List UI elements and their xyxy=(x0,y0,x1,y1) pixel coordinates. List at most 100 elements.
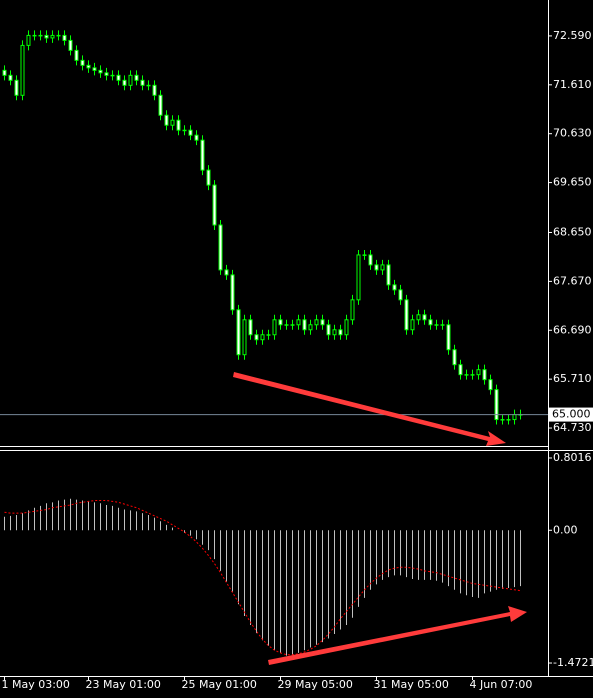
candle-body xyxy=(464,374,469,376)
candle-body xyxy=(416,314,421,321)
x-tick-label: 31 May 05:00 xyxy=(374,678,449,691)
candle-body xyxy=(80,59,85,66)
candle-body xyxy=(218,224,223,271)
candle-body xyxy=(452,349,457,366)
candle-body xyxy=(332,329,337,336)
y-tick-label: 0.00 xyxy=(553,523,578,536)
candle-body xyxy=(56,34,61,37)
candle-body xyxy=(440,324,445,326)
candle-body xyxy=(140,79,145,86)
candle-body xyxy=(482,369,487,381)
y-tick-label: 0.8016 xyxy=(553,451,592,464)
candle-body xyxy=(188,129,193,136)
candle-body xyxy=(44,34,49,39)
candle-body xyxy=(404,299,409,331)
candle-body xyxy=(266,334,271,336)
candle-body xyxy=(278,319,283,326)
candle-body xyxy=(2,69,7,76)
candle-body xyxy=(344,319,349,336)
candle-body xyxy=(20,44,25,96)
x-tick-label: 4 Jun 07:00 xyxy=(470,678,533,691)
candle-body xyxy=(506,419,511,421)
candle-body xyxy=(14,79,19,96)
y-tick-label: 68.650 xyxy=(553,225,592,238)
candle-body xyxy=(164,114,169,126)
candle-body xyxy=(194,134,199,141)
candle-body xyxy=(230,274,235,311)
candle-body xyxy=(26,34,31,46)
candle-body xyxy=(92,67,97,71)
marks xyxy=(0,30,548,656)
candle-body xyxy=(392,284,397,291)
y-tick-label: 72.590 xyxy=(553,29,592,42)
candle-body xyxy=(110,74,115,77)
candle-body xyxy=(152,84,157,96)
candle-body xyxy=(32,34,37,37)
candle-body xyxy=(308,324,313,331)
candle-body xyxy=(200,139,205,171)
candle-body xyxy=(398,289,403,301)
candle-body xyxy=(410,319,415,331)
candle-body xyxy=(350,299,355,321)
signal-line xyxy=(4,500,521,656)
arrow xyxy=(268,606,527,665)
candle-body xyxy=(470,374,475,376)
candle-body xyxy=(116,74,121,81)
candle-body xyxy=(314,319,319,326)
candle-body xyxy=(500,419,505,421)
candle-body xyxy=(122,79,127,86)
candle-body xyxy=(302,319,307,331)
candle-body xyxy=(422,314,427,321)
candle-body xyxy=(86,64,91,69)
y-tick-label: -1.4721 xyxy=(553,656,593,669)
price-label-box xyxy=(549,407,593,422)
arrow xyxy=(233,372,506,446)
candle-body xyxy=(338,329,343,336)
candle-body xyxy=(356,254,361,301)
candle-body xyxy=(224,269,229,276)
candle-body xyxy=(134,74,139,81)
candle-body xyxy=(236,309,241,356)
x-tick-label: 23 May 01:00 xyxy=(86,678,161,691)
candle-body xyxy=(206,169,211,186)
candle-body xyxy=(68,39,73,51)
x-tick-label: 29 May 05:00 xyxy=(278,678,353,691)
candle-body xyxy=(512,414,517,421)
annotation-arrow xyxy=(233,372,527,665)
y-tick-label: 67.670 xyxy=(553,274,592,287)
candle-body xyxy=(128,74,133,86)
candle-body xyxy=(98,69,103,74)
candle-body xyxy=(242,319,247,356)
candle-body xyxy=(158,94,163,116)
candle-body xyxy=(212,184,217,226)
candle-body xyxy=(380,264,385,271)
candle-body xyxy=(386,264,391,286)
y-tick-label: 65.710 xyxy=(553,372,592,385)
price-label: 65.000 xyxy=(552,408,591,421)
y-tick-label: 66.690 xyxy=(553,323,592,336)
candle-body xyxy=(62,34,67,41)
candle-body xyxy=(446,324,451,351)
candle-body xyxy=(38,34,43,37)
candle-body xyxy=(170,119,175,126)
candle-body xyxy=(368,254,373,266)
candle-body xyxy=(8,74,13,81)
candle-body xyxy=(494,389,499,421)
candle-body xyxy=(104,72,109,76)
candle-body xyxy=(290,324,295,326)
candle-body xyxy=(488,379,493,391)
candle-body xyxy=(374,264,379,271)
y-tick-label: 70.630 xyxy=(553,127,592,140)
candle-body xyxy=(296,319,301,326)
candle-body xyxy=(428,319,433,326)
candle-body xyxy=(248,319,253,336)
candle-body xyxy=(362,254,367,256)
candle-body xyxy=(254,334,259,341)
y-tick-label: 64.730 xyxy=(553,421,592,434)
candle-body xyxy=(458,364,463,376)
candle-body xyxy=(272,319,277,336)
candle-body xyxy=(326,324,331,336)
